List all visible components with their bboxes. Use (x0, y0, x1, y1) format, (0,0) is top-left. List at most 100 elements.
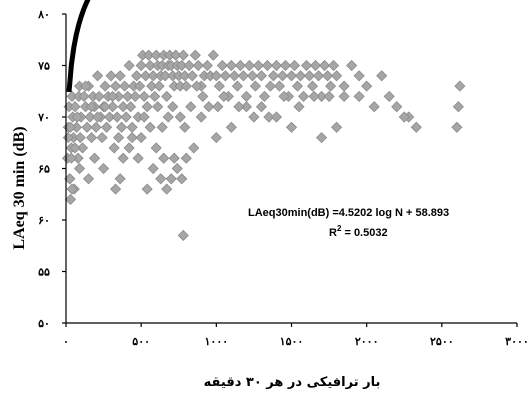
data-point (117, 101, 129, 113)
data-point (155, 173, 167, 185)
data-point (120, 111, 132, 123)
data-point (64, 121, 77, 133)
data-point (161, 183, 173, 195)
data-point (188, 142, 200, 154)
data-point (107, 101, 119, 113)
data-point (149, 90, 161, 102)
x-tick-label: ۲۰۰۰ (355, 335, 379, 348)
data-point (176, 59, 188, 72)
data-point (131, 70, 143, 82)
data-point (101, 121, 113, 133)
data-point (328, 59, 340, 72)
data-point (110, 183, 122, 195)
data-point (201, 59, 213, 72)
data-point (322, 70, 334, 82)
data-point (255, 70, 267, 82)
data-point (243, 59, 255, 72)
data-point (325, 80, 337, 92)
data-point (189, 49, 201, 61)
trendline-equation: LAeq30min(dB) =4.5202 log N + 58.893 (248, 207, 449, 219)
data-point (288, 59, 301, 72)
data-point (309, 59, 322, 72)
data-point (117, 152, 129, 164)
data-point (66, 183, 78, 195)
data-point (179, 70, 191, 82)
data-point (71, 111, 83, 123)
data-point (219, 70, 231, 82)
x-tick-label: ۱۰۰۰ (205, 335, 229, 348)
data-point (231, 80, 243, 92)
data-point (116, 121, 128, 133)
data-point (162, 111, 174, 123)
data-point (410, 121, 422, 133)
data-point (316, 132, 328, 144)
data-point (276, 70, 289, 82)
data-point (216, 59, 228, 72)
data-point (192, 59, 204, 72)
data-point (270, 111, 283, 123)
data-point (96, 132, 108, 144)
x-tick-label: ۰ (63, 335, 69, 348)
data-point (82, 173, 95, 185)
data-point (74, 132, 86, 144)
x-tick-label: ۳۰۰۰ (505, 335, 527, 348)
data-point (240, 101, 252, 113)
x-tick-label: ۱۵۰۰ (280, 335, 304, 348)
data-point (177, 49, 189, 61)
data-point (114, 70, 126, 82)
data-point (308, 90, 320, 102)
x-axis-title: بار ترافیکی در هر ۳۰ دقیقه (204, 375, 381, 390)
tick-labels: ۵۰ ۵۵ ۶۰ ۶۵ ۷۰ ۷۵ ۸۰ ۰ ۵۰۰ ۱۰۰۰ ۱۵۰۰ ۲۰۰۰ ۲۵۰۰ ۳۰۰۰ (37, 8, 527, 348)
data-point (197, 90, 209, 102)
data-point (210, 70, 222, 82)
data-point (135, 59, 147, 72)
data-point (278, 90, 290, 102)
data-point (225, 121, 237, 133)
y-tick-label: ۸۰ (37, 8, 50, 21)
data-point (168, 152, 180, 164)
data-point (132, 152, 144, 164)
y-tick-label: ۷۰ (37, 111, 50, 124)
data-point (122, 90, 134, 102)
data-point (158, 152, 170, 164)
axes (65, 14, 517, 324)
data-point (252, 59, 264, 72)
data-point (179, 121, 191, 133)
data-point (88, 152, 101, 164)
data-point (255, 101, 267, 113)
data-point (134, 80, 146, 92)
y-axis-title: LAeq 30 min (dB) (11, 126, 28, 249)
data-point (99, 101, 111, 113)
data-point (248, 111, 260, 123)
data-point (111, 111, 123, 123)
data-point (353, 70, 365, 82)
data-point (249, 80, 261, 92)
tick-marks (62, 13, 518, 327)
y-tick-label: ۵۵ (38, 266, 50, 279)
data-point (99, 80, 111, 92)
data-point (147, 162, 159, 175)
data-point (210, 132, 222, 144)
data-point (76, 142, 89, 154)
data-point (107, 90, 119, 102)
data-point (141, 101, 153, 113)
data-point (152, 101, 164, 113)
data-point (73, 162, 86, 175)
data-point (246, 70, 258, 82)
data-point (191, 80, 203, 92)
data-point (376, 70, 388, 82)
data-point (263, 111, 275, 123)
data-point (316, 90, 328, 102)
data-point (228, 70, 240, 82)
data-point (105, 70, 117, 82)
data-point (143, 49, 155, 61)
data-point (84, 111, 96, 123)
data-point (207, 49, 219, 61)
data-point (165, 173, 177, 185)
data-point (212, 101, 224, 113)
data-point (258, 90, 271, 102)
data-point (147, 70, 159, 82)
data-point (174, 111, 186, 123)
data-point (180, 152, 192, 164)
